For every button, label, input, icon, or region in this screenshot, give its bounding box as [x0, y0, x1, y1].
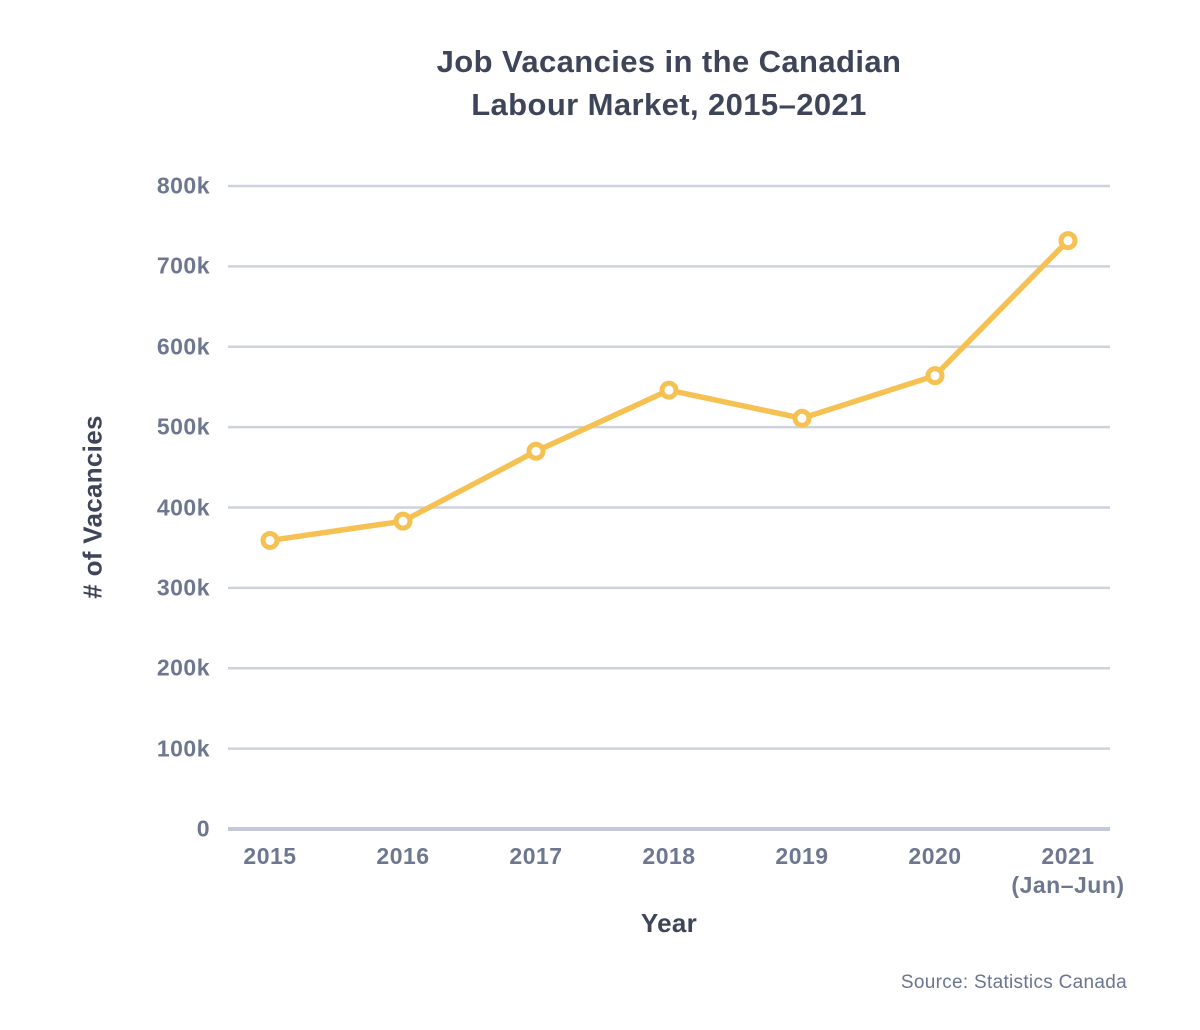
x-tick-label-2015: 2015 — [243, 843, 296, 870]
chart-title-line2: Labour Market, 2015–2021 — [471, 87, 867, 122]
data-point-2018 — [659, 380, 679, 400]
data-point-2021 — [1058, 231, 1078, 251]
y-tick-label-600k: 600k — [156, 333, 210, 360]
y-tick-label-200k: 200k — [156, 654, 210, 681]
x-tick-sublabel: (Jan–Jun) — [1011, 872, 1125, 898]
y-tick-label-100k: 100k — [156, 735, 210, 762]
x-tick-label-2017: 2017 — [509, 843, 562, 870]
x-tick-year: 2018 — [642, 843, 696, 869]
y-tick-label-400k: 400k — [156, 494, 210, 520]
y-tick-label-300k: 300k — [156, 574, 210, 601]
y-tick-label-0: 0 — [196, 815, 210, 842]
data-point-2015 — [260, 530, 280, 550]
y-tick-label-700k: 700k — [156, 252, 210, 279]
x-tick-label-2016: 2016 — [376, 843, 429, 870]
data-point-2017 — [526, 441, 546, 461]
x-tick-year: 2017 — [509, 843, 563, 869]
x-tick-year: 2020 — [908, 843, 962, 869]
y-tick-label-800k: 800k — [156, 172, 210, 199]
x-tick-year: 2015 — [243, 843, 297, 869]
x-tick-year: 2016 — [376, 843, 430, 869]
data-point-2019 — [792, 408, 812, 428]
x-tick-year: 2019 — [775, 843, 829, 869]
source-note: Source: Statistics Canada — [900, 972, 1127, 993]
data-point-2016 — [393, 511, 413, 531]
x-axis-title: Year — [640, 908, 698, 938]
x-tick-label-2021: 2021 (Jan–Jun) — [1011, 843, 1124, 899]
x-tick-label-2020: 2020 — [908, 843, 961, 870]
x-tick-label-2019: 2019 — [775, 843, 828, 870]
x-tick-label-2018: 2018 — [642, 843, 695, 870]
chart-title: Job Vacancies in the Canadian Labour Mar… — [437, 40, 902, 126]
x-tick-year: 2021 — [1041, 843, 1095, 869]
y-tick-label-500k: 500k — [156, 413, 210, 440]
data-point-2020 — [925, 366, 945, 386]
chart-title-line1: Job Vacancies in the Canadian — [436, 44, 902, 79]
